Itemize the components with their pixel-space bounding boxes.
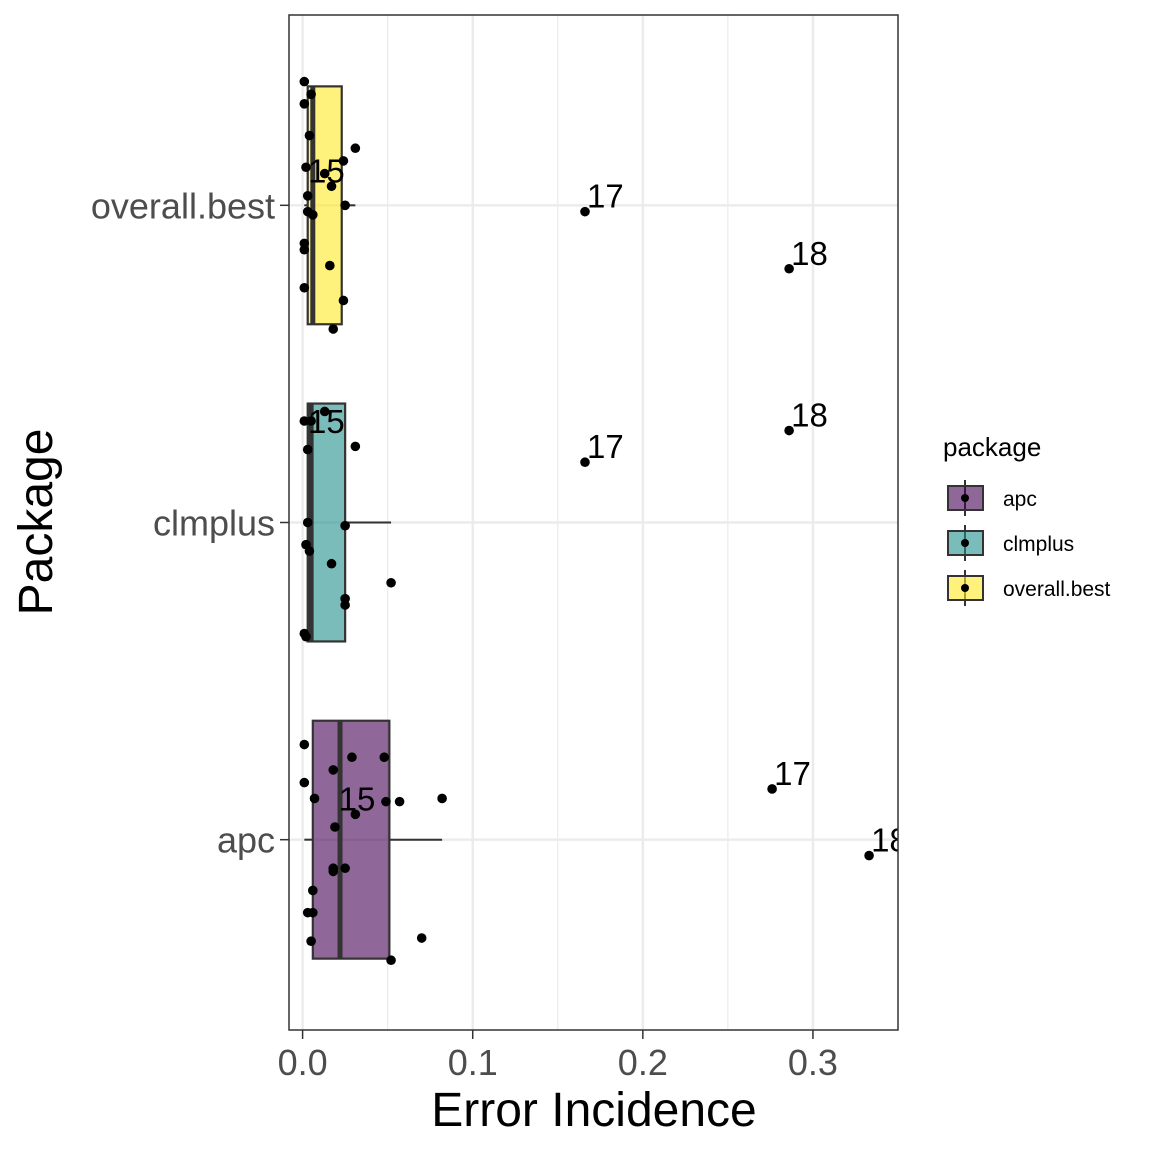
data-point (304, 546, 315, 556)
point-label: 18 (871, 822, 908, 859)
data-point (580, 206, 590, 217)
series-apc: 15 17 18 (299, 719, 908, 966)
data-point (326, 181, 337, 192)
data-point (328, 765, 339, 775)
data-point (301, 162, 311, 173)
series-clmplus: 15 17 18 (299, 397, 828, 643)
x-tick-label: 0.2 (618, 1042, 668, 1083)
data-point (340, 600, 350, 610)
y-axis-title: Package (10, 429, 63, 616)
data-point (330, 822, 340, 832)
data-point (325, 260, 335, 271)
data-point (302, 190, 313, 201)
y-tick-label: clmplus (153, 503, 275, 544)
data-point (394, 796, 405, 807)
x-tick-label: 0.3 (788, 1042, 838, 1083)
legend-label: overall.best (1003, 578, 1111, 601)
data-point (338, 156, 349, 166)
data-point (350, 809, 361, 820)
data-point (309, 793, 320, 804)
data-point (379, 752, 390, 763)
point-label: 15 (308, 403, 345, 440)
data-point (308, 885, 318, 896)
data-point (784, 263, 794, 274)
data-point (386, 577, 396, 588)
data-point (381, 796, 391, 807)
legend-item-overall.best: overall.best (947, 570, 1111, 606)
series-overall.best: 15 17 18 (299, 76, 828, 334)
data-point (302, 444, 313, 455)
data-point (386, 955, 396, 966)
data-point (304, 130, 315, 141)
x-axis-title: Error Incidence (431, 1084, 756, 1137)
legend: package apc clmplus overall.best (943, 432, 1111, 606)
data-point (326, 558, 337, 569)
y-axis: apc clmplus overall.best (91, 185, 289, 861)
data-point (299, 416, 310, 426)
data-point (301, 631, 311, 642)
point-label: 17 (587, 178, 624, 215)
legend-key-point (961, 494, 969, 502)
data-point (784, 425, 794, 436)
data-point (328, 324, 339, 334)
data-point (347, 752, 357, 763)
legend-label: clmplus (1003, 533, 1074, 556)
legend-key-point (961, 584, 969, 592)
data-point (306, 416, 316, 426)
y-tick-label: apc (217, 820, 275, 861)
data-point (416, 933, 427, 943)
data-point (350, 441, 361, 452)
point-label: 18 (791, 397, 828, 434)
data-point (299, 99, 310, 109)
data-point (319, 406, 330, 417)
point-label: 15 (339, 780, 376, 817)
data-point (340, 863, 350, 874)
data-point (306, 936, 316, 946)
data-point (340, 520, 350, 531)
data-point (350, 143, 361, 154)
point-label: 17 (774, 755, 811, 792)
data-point (767, 784, 777, 794)
legend-item-clmplus: clmplus (947, 525, 1074, 561)
data-point (299, 739, 310, 750)
data-point (299, 244, 310, 255)
data-point (340, 200, 350, 211)
legend-title: package (943, 432, 1041, 462)
data-point (308, 210, 318, 220)
legend-item-apc: apc (947, 480, 1037, 516)
point-label: 15 (308, 152, 345, 189)
data-point (864, 850, 874, 861)
point-label: 18 (791, 235, 828, 272)
data-point (302, 517, 313, 528)
data-point (319, 168, 330, 179)
data-point (580, 457, 590, 468)
data-point (437, 793, 447, 804)
x-tick-label: 0.1 (448, 1042, 498, 1083)
data-point (328, 866, 339, 877)
data-point (306, 89, 316, 100)
plot-area: 15 17 18 15 17 18 15 17 18 (299, 76, 908, 966)
data-point (299, 777, 310, 788)
legend-label: apc (1003, 488, 1037, 511)
data-point (308, 907, 318, 918)
x-tick-label: 0.0 (278, 1042, 328, 1083)
y-tick-label: overall.best (91, 185, 275, 226)
point-label: 17 (587, 428, 624, 465)
data-point (299, 76, 310, 87)
data-point (299, 282, 310, 293)
legend-key-point (961, 539, 969, 547)
data-point (338, 295, 349, 306)
x-axis: 0.0 0.1 0.2 0.3 (278, 1030, 838, 1083)
